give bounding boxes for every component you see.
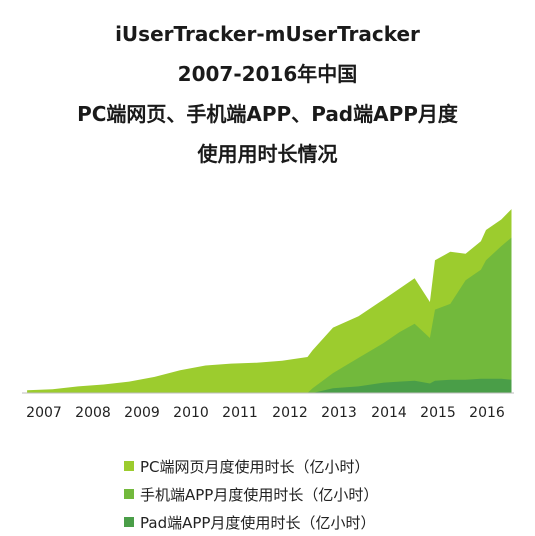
legend-item-pad: Pad端APP月度使用时长（亿小时）: [124, 508, 378, 536]
area-mobile: [27, 237, 512, 393]
legend-label-mobile: 手机端APP月度使用时长（亿小时）: [140, 485, 379, 504]
x-tick-label: 2008: [75, 405, 111, 421]
x-tick-label: 2016: [469, 405, 505, 421]
x-tick-label: 2007: [26, 405, 62, 421]
title-line-2: 2007-2016年中国: [177, 62, 358, 86]
x-tick-label: 2009: [124, 405, 160, 421]
legend-item-pc: PC端网页月度使用时长（亿小时）: [124, 452, 378, 480]
area-pad: [27, 378, 512, 393]
legend-swatch-mobile: [124, 489, 134, 499]
legend: PC端网页月度使用时长（亿小时） 手机端APP月度使用时长（亿小时） Pad端A…: [124, 452, 378, 536]
x-tick-label: 2013: [321, 405, 357, 421]
title-line-1: iUserTracker-mUserTracker: [115, 22, 420, 46]
x-tick-label: 2014: [371, 405, 407, 421]
chart-title: iUserTracker-mUserTracker 2007-2016年中国 P…: [0, 14, 535, 174]
x-tick-label: 2010: [173, 405, 209, 421]
title-line-4: 使用用时长情况: [197, 142, 338, 166]
legend-item-mobile: 手机端APP月度使用时长（亿小时）: [124, 480, 378, 508]
x-tick-label: 2012: [272, 405, 308, 421]
legend-swatch-pc: [124, 461, 134, 471]
title-line-3: PC端网页、手机端APP、Pad端APP月度: [77, 102, 458, 126]
stacked-area-chart: 2007 2008 2009 2010 2011 2012 2013 2014 2015 2016: [22, 209, 514, 421]
legend-label-pc: PC端网页月度使用时长（亿小时）: [140, 457, 370, 476]
legend-label-pad: Pad端APP月度使用时长（亿小时）: [140, 513, 376, 532]
x-tick-label: 2015: [420, 405, 456, 421]
legend-swatch-pad: [124, 517, 134, 527]
x-tick-label: 2011: [222, 405, 258, 421]
